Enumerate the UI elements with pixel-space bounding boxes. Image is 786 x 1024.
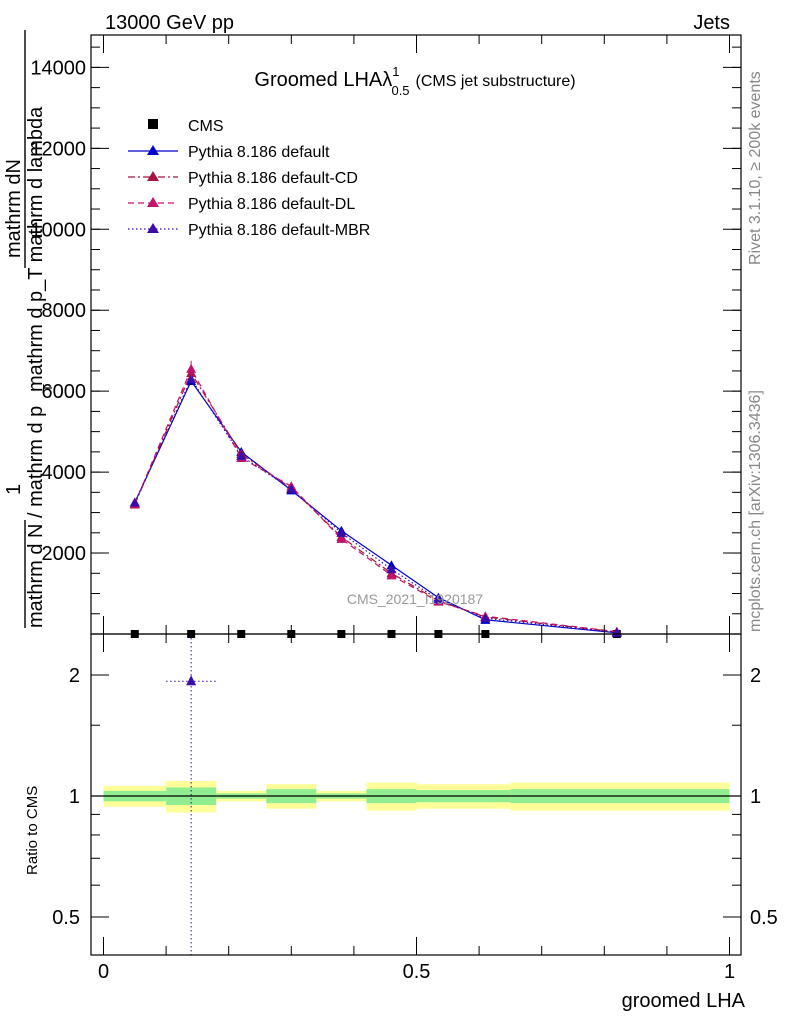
series-marker-3 xyxy=(336,533,347,543)
series-marker-4 xyxy=(286,484,297,494)
ylabel-prefix-den: mathrm d N / mathrm d p xyxy=(25,406,47,628)
series-marker-4 xyxy=(336,527,347,537)
y-tick-label: 10000 xyxy=(30,219,86,241)
x-tick-label: 0.5 xyxy=(403,961,431,983)
title-lambda: λ xyxy=(382,69,392,91)
ratio-y-tick-label: 0.5 xyxy=(52,907,80,929)
title-sub: 0.5 xyxy=(391,83,409,98)
legend-marker xyxy=(147,171,159,181)
rivet-label: Rivet 3.1.10, ≥ 200k events xyxy=(747,71,764,265)
legend-marker xyxy=(147,197,159,207)
main-plot: 2000 4000 6000 8000 10000 12000 14000 CMS_2021… xyxy=(3,30,742,638)
mcplots-label: mcplots.cern.ch [arXiv:1306.3436] xyxy=(747,390,764,632)
legend: CMS Pythia 8.186 default Pythia 8.186 defa… xyxy=(128,118,370,239)
y-tick-label: 6000 xyxy=(42,381,87,403)
ratio-plot: 0.5 0.5 1 1 2 2 0 0.5 1 Ratio to CMS groomed LHA xyxy=(24,633,778,1012)
ylabel-prefix-num: 1 xyxy=(3,484,25,495)
legend-marker-cms xyxy=(148,119,158,129)
series-marker-4 xyxy=(236,450,247,460)
legend-label: Pythia 8.186 default-DL xyxy=(188,196,355,213)
ylabel-numerator: mathrm dN xyxy=(3,159,25,258)
legend-label: CMS xyxy=(188,118,224,135)
header-right: Jets xyxy=(693,12,730,34)
ratio-y-tick-label: 2 xyxy=(69,665,80,687)
legend-label: Pythia 8.186 default-MBR xyxy=(188,222,370,239)
ratio-ylabel: Ratio to CMS xyxy=(24,786,41,875)
x-axis-label: groomed LHA xyxy=(622,990,746,1012)
ratio-y-tick-label-right: 2 xyxy=(750,665,761,687)
ratio-y-tick-label: 1 xyxy=(69,786,80,808)
title-sup: 1 xyxy=(392,64,399,79)
legend-marker xyxy=(147,145,159,155)
series-marker-4 xyxy=(480,613,491,623)
y-tick-label: 14000 xyxy=(30,57,86,79)
legend-marker xyxy=(147,223,159,233)
y-tick-label: 8000 xyxy=(42,300,87,322)
series-marker-4 xyxy=(433,594,444,604)
y-tick-label: 12000 xyxy=(30,138,86,160)
ratio-marks xyxy=(166,634,217,955)
main-ticks: 2000 4000 6000 8000 10000 12000 14000 xyxy=(30,35,741,635)
legend-label: Pythia 8.186 default-CD xyxy=(188,170,358,187)
series-marker-4 xyxy=(386,564,397,574)
chart-subtitle: (CMS jet substructure) xyxy=(416,73,576,90)
series-line-3 xyxy=(134,367,617,633)
series-marker-3 xyxy=(386,570,397,580)
watermark: CMS_2021_I1920187 xyxy=(347,591,483,607)
y-tick-label: 2000 xyxy=(42,543,87,565)
ratio-y-tick-label-right: 1 xyxy=(750,786,761,808)
header-left: 13000 GeV pp xyxy=(105,12,234,34)
chart-title: Groomed LHAλ1 0.5 (CMS jet substructure) xyxy=(254,64,575,98)
ylabel-denominator: mathrm d p_T mathrm d lambda xyxy=(25,106,47,392)
x-tick-label: 0 xyxy=(98,961,109,983)
y-axis-label: mathrm dN mathrm d p_T mathrm d lambda 1… xyxy=(3,30,55,628)
legend-label: Pythia 8.186 default xyxy=(188,144,330,161)
title-main: Groomed LHA xyxy=(254,69,382,91)
x-tick-label: 1 xyxy=(724,961,735,983)
ylabel-subscript: T xyxy=(40,384,55,392)
y-tick-label: 4000 xyxy=(42,462,87,484)
ratio-bands xyxy=(91,780,741,813)
ratio-y-tick-label-right: 0.5 xyxy=(750,907,778,929)
ratio-ticks: 0.5 0.5 1 1 2 2 0 0.5 1 xyxy=(52,634,778,983)
series-marker-4 xyxy=(129,497,140,507)
series-marker-4 xyxy=(186,374,197,384)
mbr-ratio-point xyxy=(186,675,197,686)
